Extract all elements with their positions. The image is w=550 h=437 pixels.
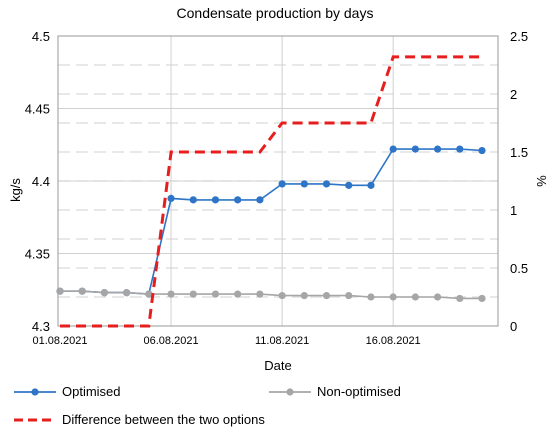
- series-0-point: [411, 145, 419, 153]
- y-tick-right: 1.5: [510, 145, 528, 160]
- y-tick-left: 4.3: [32, 319, 50, 334]
- legend-dashed-line-icon: [14, 418, 56, 421]
- series-0-point: [256, 196, 264, 204]
- legend-item-optimised: Optimised: [14, 384, 121, 399]
- x-tick-label: 16.08.2021: [366, 335, 421, 347]
- plot-frame: [57, 35, 499, 327]
- series-0-point: [167, 194, 175, 202]
- y-axis-right-label: %: [534, 175, 549, 187]
- y-tick-left: 4.45: [25, 102, 50, 117]
- series-1-point: [278, 291, 286, 300]
- x-tick-label: 01.08.2021: [32, 335, 87, 347]
- y-axis-left-label: kg/s: [8, 178, 23, 202]
- series-1-point: [367, 293, 375, 301]
- y-tick-right: 2.5: [510, 29, 528, 44]
- series-1-point: [256, 290, 264, 298]
- series-1-point: [389, 293, 397, 301]
- series-layer: [56, 55, 486, 328]
- series-0-point: [278, 180, 286, 188]
- series-1-point: [189, 290, 197, 298]
- series-0-point: [345, 181, 353, 189]
- y-tick-right: 0: [510, 319, 517, 334]
- y-tick-left: 4.4: [32, 174, 50, 189]
- legend-line-marker-icon: [269, 387, 311, 396]
- series-0-point: [234, 196, 242, 204]
- series-1-point: [234, 290, 242, 298]
- series-1-point: [145, 290, 153, 298]
- series-1-point: [478, 294, 486, 303]
- series-0-point: [300, 180, 308, 188]
- series-0-point: [322, 180, 331, 188]
- x-tick-label: 11.08.2021: [255, 335, 309, 347]
- chart: Condensate production by days 4.3 4.35 4.4…: [8, 5, 549, 373]
- series-1-point: [56, 287, 64, 295]
- series-1-point: [411, 293, 419, 301]
- series-line-2: [60, 55, 482, 328]
- x-tick-label: 06.08.2021: [144, 335, 199, 347]
- series-0-point: [367, 181, 375, 189]
- series-1-point: [211, 290, 220, 298]
- series-1-point: [100, 289, 109, 297]
- series-1-point: [167, 290, 175, 298]
- series-1-point: [78, 287, 86, 295]
- series-1-point: [456, 294, 464, 303]
- legend-line-marker-icon: [14, 387, 56, 396]
- x-axis-label: Date: [264, 358, 291, 373]
- legend: Optimised Non-optimised Difference betwe…: [14, 384, 534, 434]
- series-0-point: [456, 145, 464, 153]
- series-1-point: [322, 291, 331, 300]
- series-0-point: [478, 146, 486, 155]
- y-tick-left: 4.35: [25, 247, 50, 262]
- legend-label: Optimised: [62, 384, 121, 399]
- legend-label: Difference between the two options: [62, 412, 265, 427]
- y-tick-left: 4.5: [32, 29, 50, 44]
- series-0-point: [189, 196, 197, 204]
- series-0-point: [211, 196, 220, 204]
- grid-lines: [58, 35, 498, 327]
- y-tick-right: 0.5: [510, 261, 528, 276]
- legend-item-non-optimised: Non-optimised: [269, 384, 401, 399]
- legend-item-difference: Difference between the two options: [14, 412, 265, 427]
- series-1-point: [433, 293, 442, 301]
- series-line-1: [60, 290, 482, 300]
- x-axis-ticks: 01.08.2021 06.08.2021 11.08.2021 16.08.2021: [32, 335, 420, 347]
- series-1-point: [345, 291, 353, 300]
- y-tick-right: 2: [510, 87, 517, 102]
- series-0-point: [433, 145, 442, 153]
- chart-title: Condensate production by days: [177, 5, 374, 21]
- right-axis-ticks: 0 0.5 1 1.5 2 2.5: [510, 29, 528, 334]
- series-1-point: [123, 289, 131, 297]
- series-1-point: [300, 291, 308, 300]
- y-tick-right: 1: [510, 203, 517, 218]
- legend-label: Non-optimised: [317, 384, 401, 399]
- series-0-point: [389, 145, 397, 153]
- left-axis-ticks: 4.3 4.35 4.4 4.45 4.5: [25, 29, 50, 334]
- series-line-0: [60, 148, 483, 295]
